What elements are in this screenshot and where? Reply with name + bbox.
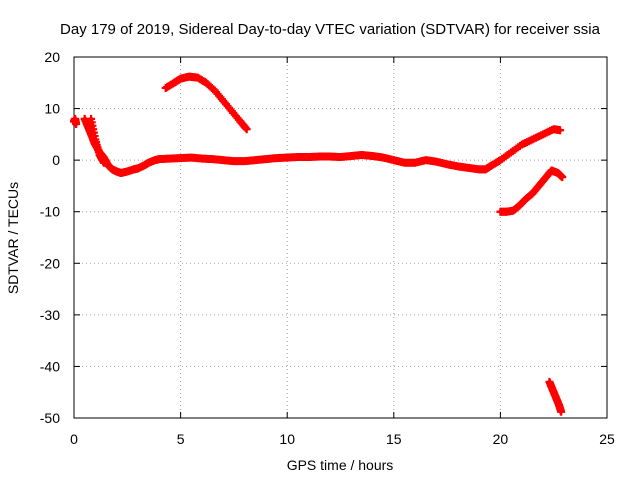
x-axis-label: GPS time / hours xyxy=(287,457,394,473)
plot-frame xyxy=(73,56,608,419)
x-tick-label: 10 xyxy=(279,431,295,447)
grid-lines xyxy=(74,57,607,418)
series-line xyxy=(163,74,249,132)
y-tick-labels: -50 -40 -30 -20 -10 0 10 20 xyxy=(40,49,60,426)
y-axis-label: SDTVAR / TECUs xyxy=(5,182,21,294)
series-drop-trace xyxy=(87,114,108,167)
x-tick-label: 15 xyxy=(386,431,402,447)
series-mid-arc xyxy=(161,72,251,134)
axis-ticks xyxy=(73,56,608,419)
y-tick-label: 20 xyxy=(44,49,60,65)
series-line xyxy=(498,168,565,214)
series-line xyxy=(89,116,106,165)
series-late-dip xyxy=(545,377,566,416)
data-series xyxy=(70,72,567,416)
y-tick-label: 10 xyxy=(44,101,60,117)
y-tick-label: -10 xyxy=(40,204,60,220)
x-tick-label: 5 xyxy=(177,431,185,447)
y-tick-label: -50 xyxy=(40,410,60,426)
series-early-segment xyxy=(70,114,81,129)
series-late-rise xyxy=(496,166,567,216)
x-tick-labels: 0 5 10 15 20 25 xyxy=(70,431,615,447)
series-line xyxy=(547,379,564,414)
x-tick-label: 20 xyxy=(493,431,509,447)
y-tick-label: -30 xyxy=(40,307,60,323)
series-line xyxy=(72,116,79,127)
y-tick-label: 0 xyxy=(52,152,60,168)
y-tick-label: -20 xyxy=(40,255,60,271)
series-line xyxy=(82,116,563,176)
x-tick-label: 0 xyxy=(70,431,78,447)
x-tick-label: 25 xyxy=(599,431,615,447)
y-tick-label: -40 xyxy=(40,358,60,374)
chart-title: Day 179 of 2019, Sidereal Day-to-day VTE… xyxy=(60,21,601,38)
